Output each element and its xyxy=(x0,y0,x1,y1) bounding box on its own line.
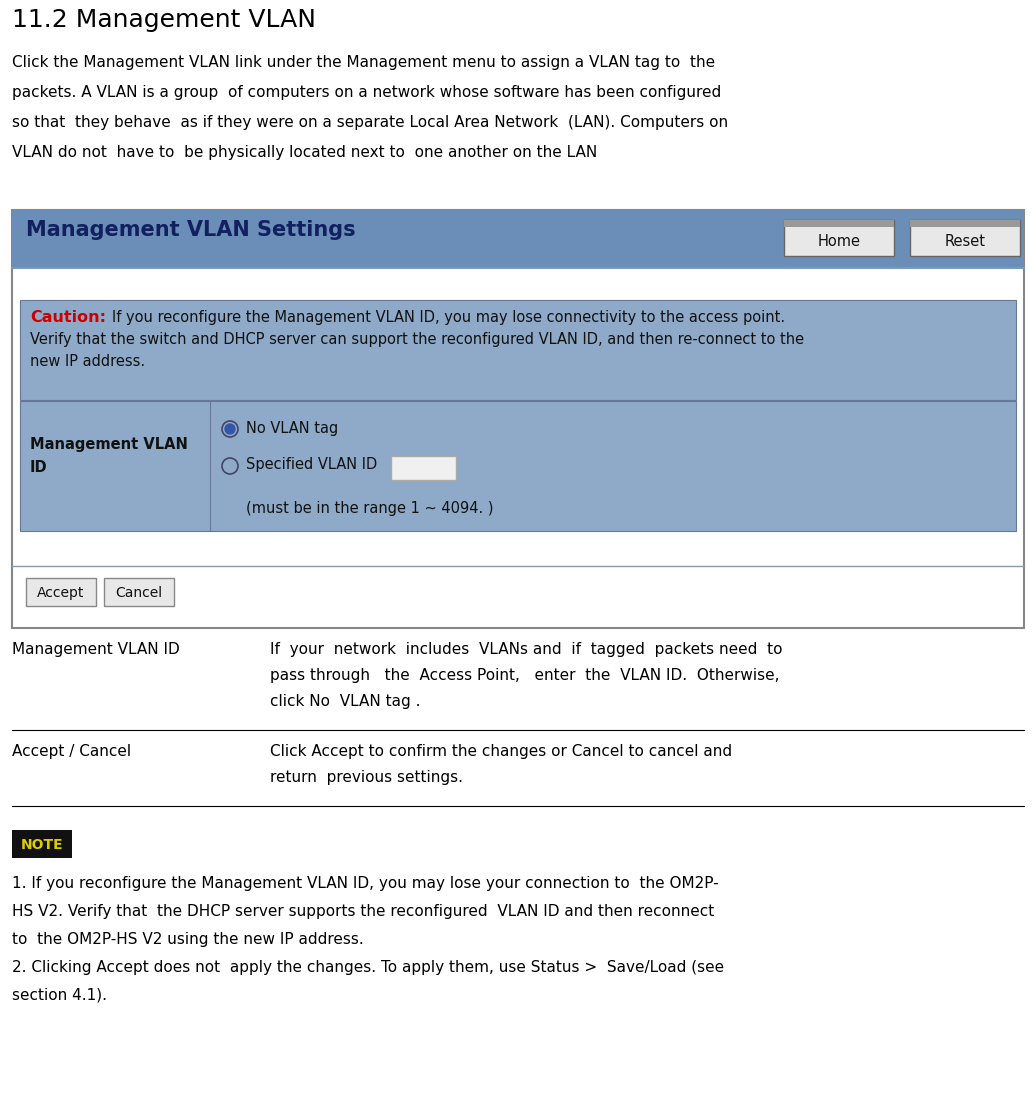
Text: NOTE: NOTE xyxy=(21,838,63,852)
Text: click No  VLAN tag .: click No VLAN tag . xyxy=(270,694,421,709)
Text: Management VLAN
ID: Management VLAN ID xyxy=(30,438,188,475)
Text: so that  they behave  as if they were on a separate Local Area Network  (LAN). C: so that they behave as if they were on a… xyxy=(12,115,728,130)
FancyBboxPatch shape xyxy=(910,220,1020,227)
Text: No VLAN tag: No VLAN tag xyxy=(246,420,338,436)
FancyBboxPatch shape xyxy=(910,220,1020,256)
Text: 1. If you reconfigure the Management VLAN ID, you may lose your connection to  t: 1. If you reconfigure the Management VLA… xyxy=(12,876,719,891)
FancyBboxPatch shape xyxy=(20,300,1016,400)
Text: 2. Clicking Accept does not  apply the changes. To apply them, use Status >  Sav: 2. Clicking Accept does not apply the ch… xyxy=(12,960,724,975)
Circle shape xyxy=(222,458,238,474)
Text: Click Accept to confirm the changes or Cancel to cancel and: Click Accept to confirm the changes or C… xyxy=(270,744,732,758)
Text: Home: Home xyxy=(817,235,861,249)
Text: section 4.1).: section 4.1). xyxy=(12,989,107,1003)
Text: VLAN do not  have to  be physically located next to  one another on the LAN: VLAN do not have to be physically locate… xyxy=(12,145,597,160)
FancyBboxPatch shape xyxy=(784,220,894,227)
Text: Management VLAN Settings: Management VLAN Settings xyxy=(26,220,355,240)
Text: new IP address.: new IP address. xyxy=(30,354,145,369)
FancyBboxPatch shape xyxy=(784,220,894,256)
FancyBboxPatch shape xyxy=(20,401,1016,531)
Text: 11.2 Management VLAN: 11.2 Management VLAN xyxy=(12,8,316,32)
Text: pass through   the  Access Point,   enter  the  VLAN ID.  Otherwise,: pass through the Access Point, enter the… xyxy=(270,668,779,682)
Text: If  your  network  includes  VLANs and  if  tagged  packets need  to: If your network includes VLANs and if ta… xyxy=(270,642,782,657)
Text: Specified VLAN ID: Specified VLAN ID xyxy=(246,458,377,472)
Text: (must be in the range 1 ~ 4094. ): (must be in the range 1 ~ 4094. ) xyxy=(246,502,493,516)
Text: return  previous settings.: return previous settings. xyxy=(270,770,463,785)
FancyBboxPatch shape xyxy=(12,210,1024,268)
Text: Caution:: Caution: xyxy=(30,311,106,325)
Text: Reset: Reset xyxy=(945,235,985,249)
Text: HS V2. Verify that  the DHCP server supports the reconfigured  VLAN ID and then : HS V2. Verify that the DHCP server suppo… xyxy=(12,904,714,919)
Circle shape xyxy=(222,421,238,437)
Text: If you reconfigure the Management VLAN ID, you may lose connectivity to the acce: If you reconfigure the Management VLAN I… xyxy=(112,311,785,325)
FancyBboxPatch shape xyxy=(104,577,174,607)
Text: Verify that the switch and DHCP server can support the reconfigured VLAN ID, and: Verify that the switch and DHCP server c… xyxy=(30,332,804,347)
Text: to  the OM2P-HS V2 using the new IP address.: to the OM2P-HS V2 using the new IP addre… xyxy=(12,932,364,947)
Text: Management VLAN ID: Management VLAN ID xyxy=(12,642,180,657)
FancyBboxPatch shape xyxy=(26,577,96,607)
Circle shape xyxy=(225,424,235,435)
Text: Accept: Accept xyxy=(37,586,85,600)
FancyBboxPatch shape xyxy=(12,830,71,858)
Text: Cancel: Cancel xyxy=(115,586,163,600)
FancyBboxPatch shape xyxy=(12,210,1024,628)
Text: Accept / Cancel: Accept / Cancel xyxy=(12,744,132,758)
FancyBboxPatch shape xyxy=(391,456,456,480)
Text: packets. A VLAN is a group  of computers on a network whose software has been co: packets. A VLAN is a group of computers … xyxy=(12,85,721,101)
Text: Click the Management VLAN link under the Management menu to assign a VLAN tag to: Click the Management VLAN link under the… xyxy=(12,55,715,70)
